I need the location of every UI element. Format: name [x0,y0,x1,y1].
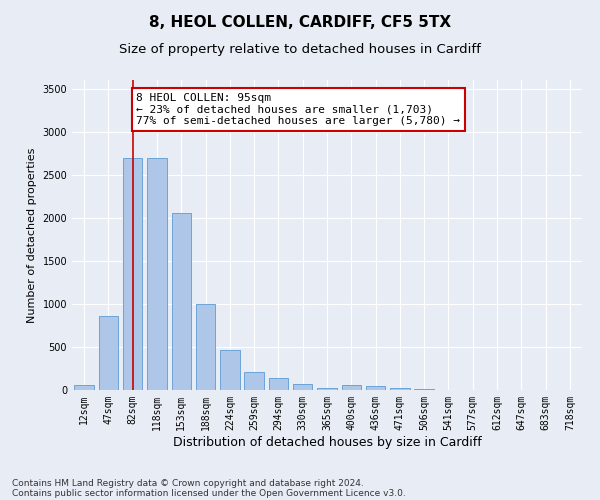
Text: Size of property relative to detached houses in Cardiff: Size of property relative to detached ho… [119,42,481,56]
Text: 8, HEOL COLLEN, CARDIFF, CF5 5TX: 8, HEOL COLLEN, CARDIFF, CF5 5TX [149,15,451,30]
Bar [74,386,94,390]
Bar [172,214,191,390]
Text: Contains HM Land Registry data © Crown copyright and database right 2024.: Contains HM Land Registry data © Crown c… [12,478,364,488]
Y-axis label: Number of detached properties: Number of detached properties [27,148,37,322]
Bar [196,304,215,390]
Bar [415,389,434,390]
Bar [269,378,288,390]
Bar [244,372,264,390]
Bar [293,384,313,390]
Text: Contains public sector information licensed under the Open Government Licence v3: Contains public sector information licen… [12,488,406,498]
Bar [366,386,385,390]
Bar [147,158,167,390]
Text: 8 HEOL COLLEN: 95sqm
← 23% of detached houses are smaller (1,703)
77% of semi-de: 8 HEOL COLLEN: 95sqm ← 23% of detached h… [136,93,460,126]
Bar [99,316,118,390]
Bar [341,386,361,390]
Bar [220,350,239,390]
X-axis label: Distribution of detached houses by size in Cardiff: Distribution of detached houses by size … [173,436,481,448]
Bar [317,388,337,390]
Bar [123,158,142,390]
Bar [390,388,410,390]
